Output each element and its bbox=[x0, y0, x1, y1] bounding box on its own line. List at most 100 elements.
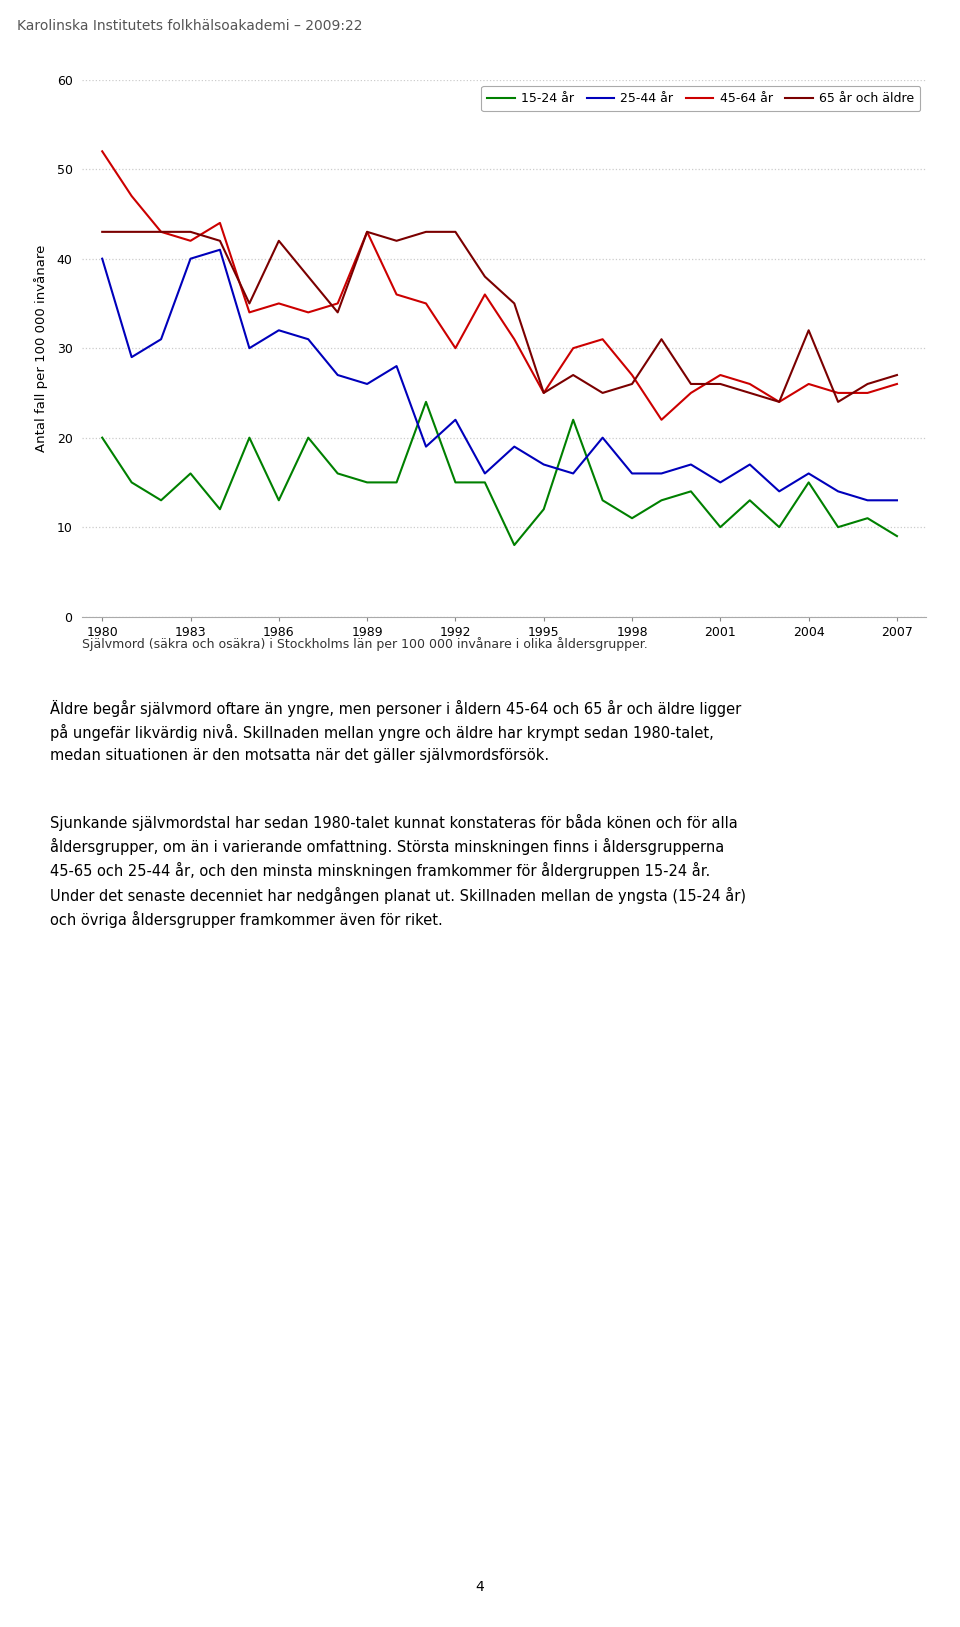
65 år och äldre bbox=[302, 267, 314, 286]
Line: 25-44 år: 25-44 år bbox=[102, 251, 897, 501]
25-44 år bbox=[626, 464, 637, 483]
15-24 år bbox=[361, 473, 372, 493]
45-64 år bbox=[626, 366, 637, 386]
65 år och äldre bbox=[273, 231, 284, 251]
15-24 år bbox=[214, 499, 226, 519]
25-44 år bbox=[567, 464, 579, 483]
15-24 år bbox=[744, 491, 756, 511]
25-44 år bbox=[420, 438, 432, 457]
45-64 år bbox=[244, 303, 255, 322]
65 år och äldre bbox=[597, 384, 609, 403]
65 år och äldre bbox=[774, 392, 785, 412]
15-24 år bbox=[509, 535, 520, 555]
65 år och äldre bbox=[244, 294, 255, 314]
15-24 år bbox=[273, 491, 284, 511]
45-64 år bbox=[361, 221, 372, 241]
15-24 år bbox=[332, 464, 344, 483]
Text: Äldre begår självmord oftare än yngre, men personer i åldern 45-64 och 65 år och: Äldre begår självmord oftare än yngre, m… bbox=[50, 700, 741, 716]
15-24 år bbox=[96, 428, 108, 447]
45-64 år bbox=[273, 294, 284, 314]
65 år och äldre bbox=[509, 294, 520, 314]
25-44 år bbox=[509, 438, 520, 457]
65 år och äldre bbox=[656, 329, 667, 350]
25-44 år bbox=[597, 428, 609, 447]
25-44 år bbox=[656, 464, 667, 483]
Text: åldersgrupper, om än i varierande omfattning. Största minskningen finns i ålders: åldersgrupper, om än i varierande omfatt… bbox=[50, 838, 724, 854]
25-44 år bbox=[156, 329, 167, 350]
65 år och äldre bbox=[126, 221, 137, 241]
45-64 år bbox=[391, 285, 402, 304]
45-64 år bbox=[214, 213, 226, 233]
15-24 år bbox=[862, 508, 874, 527]
Y-axis label: Antal fall per 100 000 invånare: Antal fall per 100 000 invånare bbox=[35, 244, 48, 452]
25-44 år bbox=[803, 464, 814, 483]
Text: och övriga åldersgrupper framkommer även för riket.: och övriga åldersgrupper framkommer även… bbox=[50, 911, 443, 927]
25-44 år bbox=[449, 410, 461, 430]
65 år och äldre bbox=[862, 374, 874, 394]
65 år och äldre bbox=[479, 267, 491, 286]
Text: 4: 4 bbox=[475, 1580, 485, 1594]
15-24 år bbox=[832, 517, 844, 537]
45-64 år bbox=[332, 294, 344, 314]
45-64 år bbox=[862, 384, 874, 403]
65 år och äldre bbox=[184, 221, 196, 241]
45-64 år bbox=[832, 384, 844, 403]
15-24 år bbox=[184, 464, 196, 483]
45-64 år bbox=[656, 410, 667, 430]
Legend: 15-24 år, 25-44 år, 45-64 år, 65 år och äldre: 15-24 år, 25-44 år, 45-64 år, 65 år och … bbox=[481, 86, 920, 112]
45-64 år bbox=[479, 285, 491, 304]
15-24 år bbox=[391, 473, 402, 493]
65 år och äldre bbox=[567, 366, 579, 386]
45-64 år bbox=[156, 221, 167, 241]
65 år och äldre bbox=[391, 231, 402, 251]
45-64 år bbox=[302, 303, 314, 322]
65 år och äldre bbox=[714, 374, 726, 394]
25-44 år bbox=[391, 356, 402, 376]
25-44 år bbox=[273, 321, 284, 340]
65 år och äldre bbox=[96, 221, 108, 241]
45-64 år bbox=[714, 366, 726, 386]
65 år och äldre bbox=[626, 374, 637, 394]
15-24 år bbox=[449, 473, 461, 493]
Line: 15-24 år: 15-24 år bbox=[102, 402, 897, 545]
15-24 år bbox=[420, 392, 432, 412]
15-24 år bbox=[891, 527, 902, 547]
45-64 år bbox=[509, 329, 520, 350]
45-64 år bbox=[126, 187, 137, 207]
25-44 år bbox=[832, 482, 844, 501]
25-44 år bbox=[96, 249, 108, 268]
15-24 år bbox=[567, 410, 579, 430]
65 år och äldre bbox=[361, 221, 372, 241]
65 år och äldre bbox=[744, 384, 756, 403]
45-64 år bbox=[449, 338, 461, 358]
15-24 år bbox=[714, 517, 726, 537]
45-64 år bbox=[96, 142, 108, 161]
Line: 45-64 år: 45-64 år bbox=[102, 151, 897, 420]
65 år och äldre bbox=[685, 374, 697, 394]
45-64 år bbox=[597, 329, 609, 350]
25-44 år bbox=[891, 491, 902, 511]
25-44 år bbox=[361, 374, 372, 394]
Text: 45-65 och 25-44 år, och den minsta minskningen framkommer för åldergruppen 15-24: 45-65 och 25-44 år, och den minsta minsk… bbox=[50, 862, 710, 879]
45-64 år bbox=[567, 338, 579, 358]
45-64 år bbox=[538, 384, 549, 403]
Line: 65 år och äldre: 65 år och äldre bbox=[102, 231, 897, 402]
Text: Karolinska Institutets folkhälsoakademi – 2009:22: Karolinska Institutets folkhälsoakademi … bbox=[17, 20, 363, 33]
25-44 år bbox=[744, 454, 756, 475]
15-24 år bbox=[538, 499, 549, 519]
15-24 år bbox=[774, 517, 785, 537]
Text: Under det senaste decenniet har nedgången planat ut. Skillnaden mellan de yngsta: Under det senaste decenniet har nedgånge… bbox=[50, 887, 746, 903]
45-64 år bbox=[685, 384, 697, 403]
45-64 år bbox=[891, 374, 902, 394]
25-44 år bbox=[332, 366, 344, 386]
15-24 år bbox=[479, 473, 491, 493]
25-44 år bbox=[714, 473, 726, 493]
25-44 år bbox=[302, 329, 314, 350]
65 år och äldre bbox=[214, 231, 226, 251]
45-64 år bbox=[774, 392, 785, 412]
65 år och äldre bbox=[156, 221, 167, 241]
65 år och äldre bbox=[832, 392, 844, 412]
65 år och äldre bbox=[803, 321, 814, 340]
15-24 år bbox=[656, 491, 667, 511]
25-44 år bbox=[244, 338, 255, 358]
